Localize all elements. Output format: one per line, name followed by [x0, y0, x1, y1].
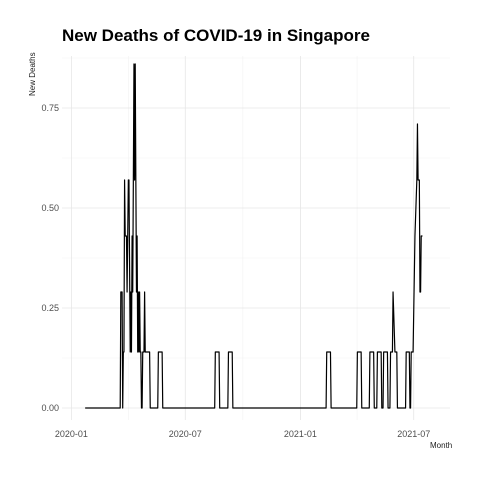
y-tick-label: 0.00 [41, 403, 59, 413]
series-line [85, 63, 423, 409]
y-tick-label: 0.75 [41, 103, 59, 113]
y-tick-label: 0.25 [41, 303, 59, 313]
x-tick-label: 2021-01 [284, 429, 317, 439]
x-tick-label: 2020-01 [55, 429, 88, 439]
x-tick-label: 2020-07 [169, 429, 202, 439]
x-tick-label: 2021-07 [397, 429, 430, 439]
chart-title: New Deaths of COVID-19 in Singapore [62, 26, 370, 45]
x-axis-label: Month [430, 441, 453, 450]
y-tick-label: 0.50 [41, 203, 59, 213]
